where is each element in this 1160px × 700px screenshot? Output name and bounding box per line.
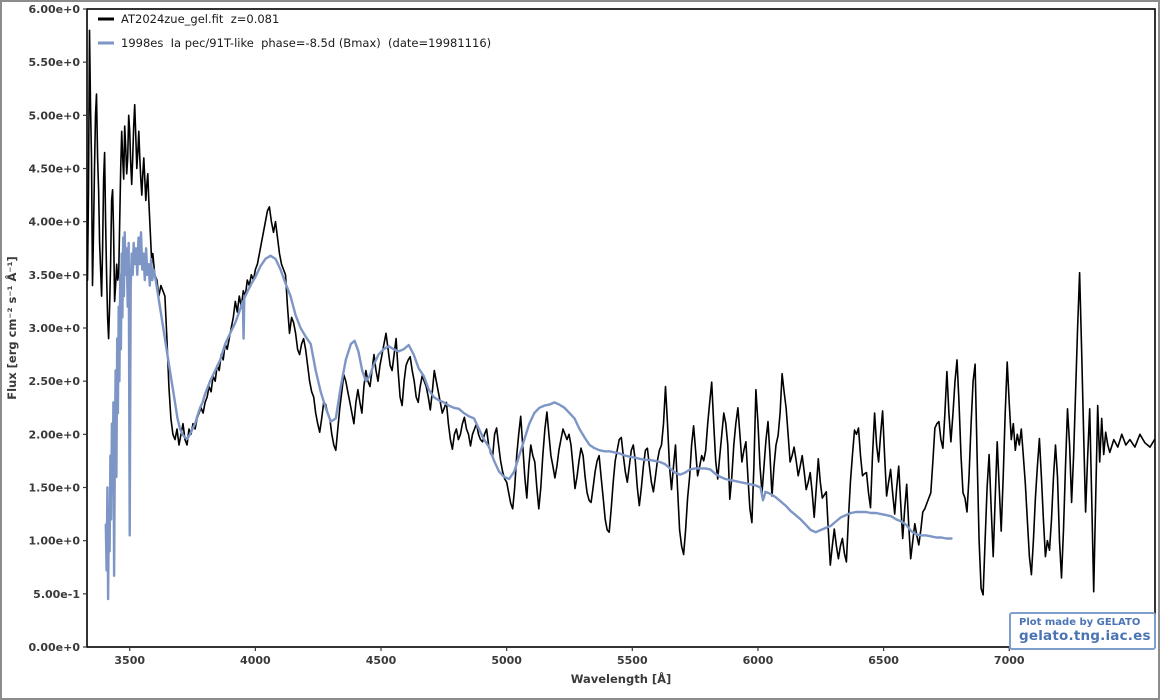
watermark-caption: Plot made by GELATO xyxy=(1019,617,1141,629)
y-tick-label: 1.50e+0 xyxy=(29,482,81,495)
legend-label-target: AT2024zue_gel.fit z=0.081 xyxy=(121,12,279,26)
y-tick-label: 4.00e+0 xyxy=(29,216,81,229)
y-tick-label: 3.50e+0 xyxy=(29,269,81,282)
x-tick-label: 6500 xyxy=(868,654,899,667)
template-spectrum-curve xyxy=(104,231,953,601)
y-tick-label: 1.00e+0 xyxy=(29,535,81,548)
x-tick-label: 4500 xyxy=(366,654,397,667)
y-tick-label: 4.50e+0 xyxy=(29,163,81,176)
y-axis-label: Flux [erg cm⁻² s⁻¹ Å⁻¹] xyxy=(4,256,19,400)
watermark-url: gelato.tng.iac.es xyxy=(1019,627,1151,644)
gelato-watermark: GELATO Plot made by GELATO gelato.tng.ia… xyxy=(1009,612,1156,650)
y-tick-label: 6.00e+0 xyxy=(29,3,81,16)
x-tick-label: 6000 xyxy=(743,654,774,667)
x-tick-label: 5500 xyxy=(617,654,648,667)
x-tick-label: 7000 xyxy=(994,654,1025,667)
legend: AT2024zue_gel.fit z=0.081 1998es Ia pec/… xyxy=(98,12,491,50)
x-tick-label: 5000 xyxy=(491,654,522,667)
y-tick-label: 5.00e+0 xyxy=(29,109,81,122)
plot-border xyxy=(86,8,1156,648)
y-tick-label: 0.00e+0 xyxy=(29,641,81,654)
y-tick-label: 2.50e+0 xyxy=(29,375,81,388)
legend-label-template: 1998es Ia pec/91T-like phase=-8.5d (Bmax… xyxy=(121,36,491,50)
y-tick-label: 2.00e+0 xyxy=(29,428,81,441)
y-tick-label: 5.00e-1 xyxy=(33,588,80,601)
x-tick-label: 4000 xyxy=(240,654,271,667)
x-tick-label: 3500 xyxy=(114,654,145,667)
x-axis-label: Wavelength [Å] xyxy=(571,671,672,686)
axis-ticks: 3500 4000 4500 5000 5500 6000 6500 7000 0.00e+0 5… xyxy=(29,3,1025,667)
y-tick-label: 3.00e+0 xyxy=(29,322,81,335)
y-tick-label: 5.50e+0 xyxy=(29,56,81,69)
spectra-curves xyxy=(86,29,1156,601)
target-spectrum-curve xyxy=(86,29,1156,596)
